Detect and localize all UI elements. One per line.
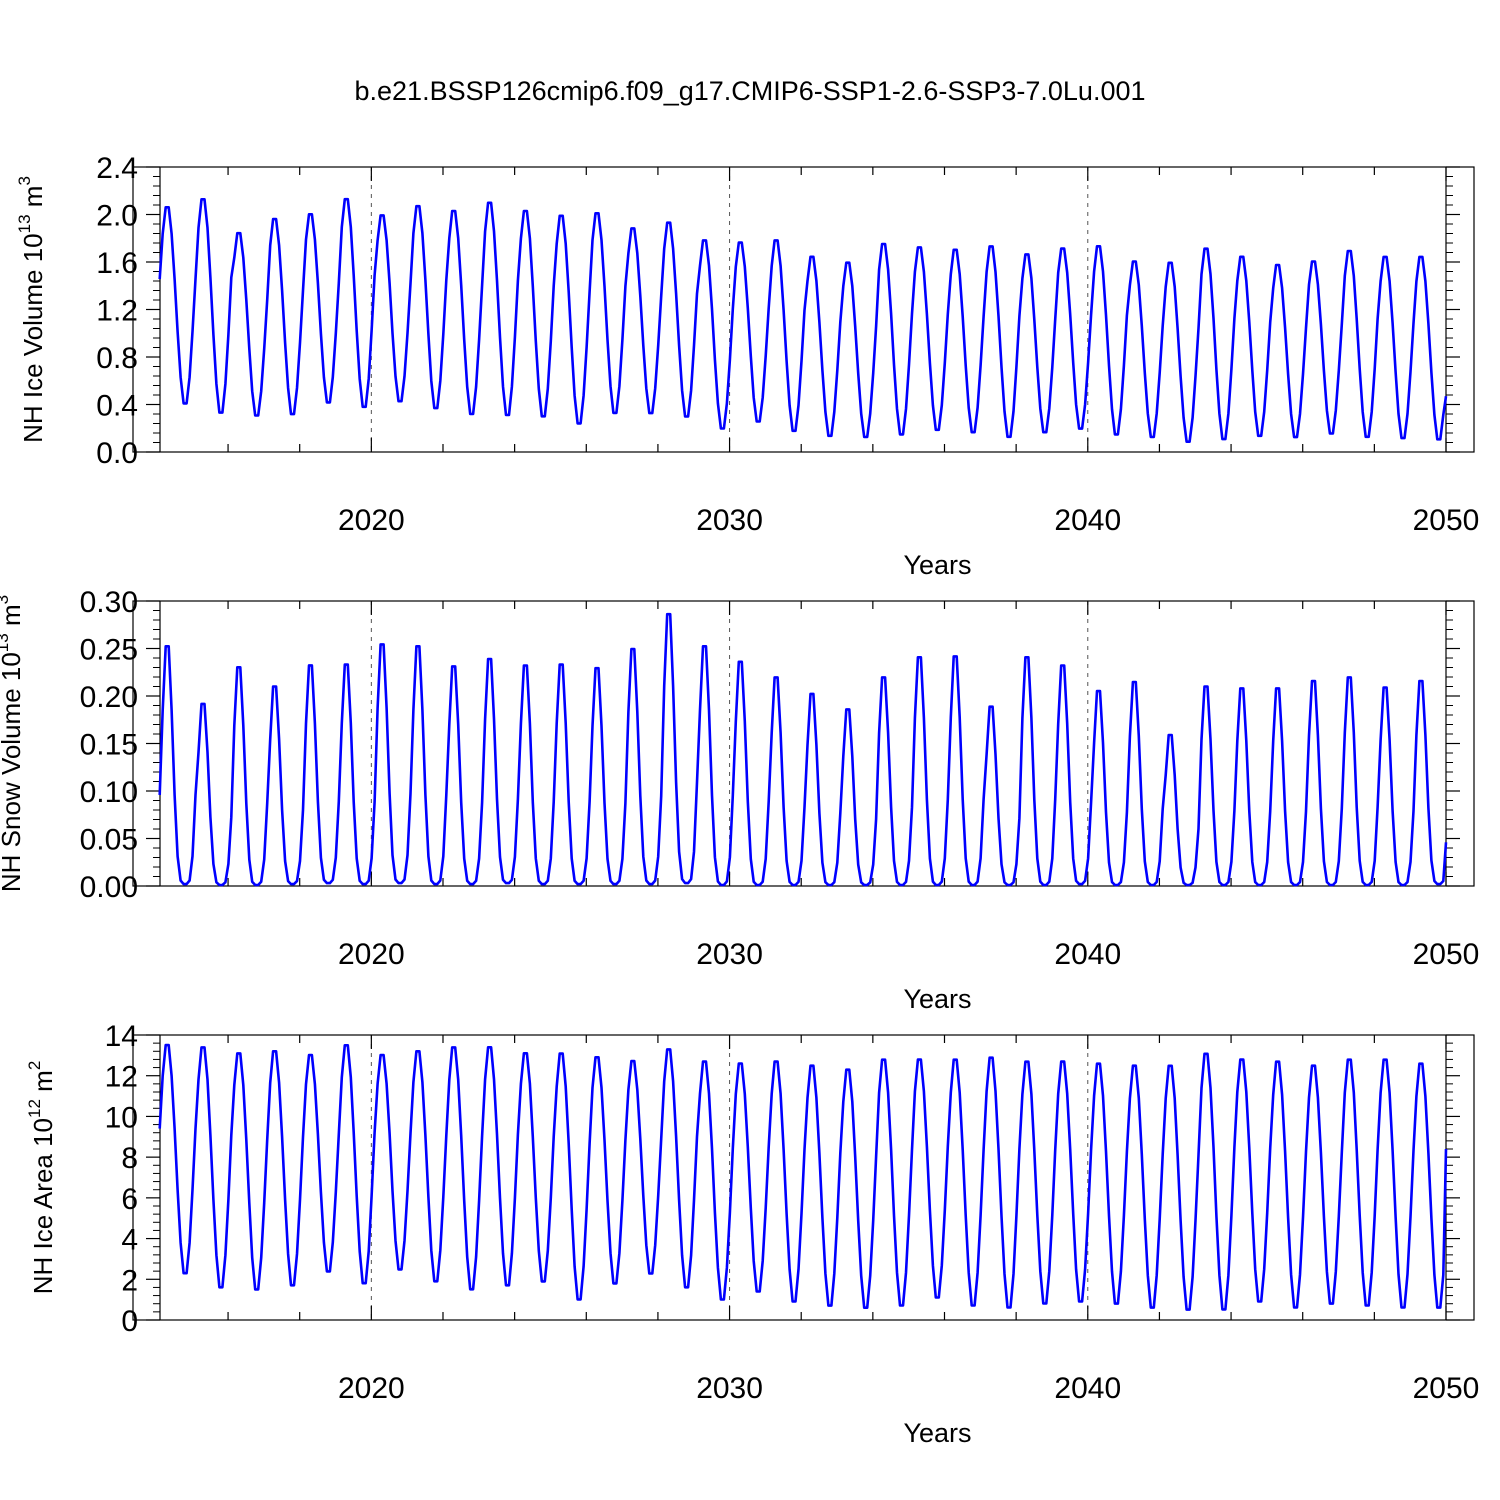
y-tick-label: 6 <box>121 1183 138 1216</box>
x-tick-label: 2020 <box>338 938 405 971</box>
panel-snow-volume: 0.00 0.05 0.10 0.15 0.20 0.25 0.30 2020 2030 2040… <box>0 586 1479 1014</box>
x-tick-label: 2030 <box>696 938 763 971</box>
y-tick-label: 8 <box>121 1142 138 1175</box>
y-tick-label: 4 <box>121 1224 138 1257</box>
y-tick-label: 0.20 <box>80 681 138 714</box>
y-tick-label: 1.6 <box>96 247 138 280</box>
x-axis-label: Years <box>903 984 971 1014</box>
plot-frame <box>132 1034 1475 1321</box>
x-tick-label: 2050 <box>1413 1372 1480 1405</box>
x-tick-label: 2040 <box>1054 1372 1121 1405</box>
y-tick-label: 10 <box>105 1101 138 1134</box>
y-tick-label: 12 <box>105 1061 138 1094</box>
x-tick-label: 2030 <box>696 504 763 537</box>
plot-frame <box>132 166 1475 453</box>
x-tick-label: 2040 <box>1054 938 1121 971</box>
x-tick-label: 2020 <box>338 504 405 537</box>
series-line-snow-volume <box>158 612 1448 887</box>
y-tick-label: 2.4 <box>96 152 138 185</box>
y-tick-label: 0.4 <box>96 390 138 423</box>
y-tick-label: 0.30 <box>80 586 138 619</box>
y-tick-label: 1.2 <box>96 295 138 328</box>
series-line-ice-area <box>158 1043 1448 1311</box>
y-tick-label: 0 <box>121 1305 138 1338</box>
y-tick-label: 0.8 <box>96 342 138 375</box>
y-tick-label: 2.0 <box>96 200 138 233</box>
x-axis-label: Years <box>903 550 971 580</box>
y-tick-label: 0.25 <box>80 634 138 667</box>
y-tick-label: 14 <box>105 1020 138 1053</box>
y-tick-label: 0.0 <box>96 437 138 470</box>
y-tick-label: 0.15 <box>80 729 138 762</box>
series-line-ice-volume <box>158 197 1448 443</box>
panel-ice-area: 0 2 4 6 8 10 12 14 2020 2030 2040 2050 Years NH Ice A… <box>25 1020 1479 1448</box>
y-tick-label: 2 <box>121 1264 138 1297</box>
y-axis-label: NH Snow Volume 1013 m3 <box>0 595 26 892</box>
x-tick-label: 2050 <box>1413 938 1480 971</box>
panel-ice-volume: 0.0 0.4 0.8 1.2 1.6 2.0 2.4 2020 2030 2040 2050 Yea… <box>15 152 1479 580</box>
y-axis-label: NH Ice Volume 1013 m3 <box>15 176 48 443</box>
plot-frame <box>132 600 1475 887</box>
x-tick-label: 2040 <box>1054 504 1121 537</box>
figure-title: b.e21.BSSP126cmip6.f09_g17.CMIP6-SSP1-2.… <box>354 76 1146 106</box>
y-tick-label: 0.10 <box>80 776 138 809</box>
x-tick-label: 2030 <box>696 1372 763 1405</box>
y-axis-label: NH Ice Area 1012 m2 <box>25 1061 58 1295</box>
y-tick-label: 0.05 <box>80 824 138 857</box>
x-tick-label: 2020 <box>338 1372 405 1405</box>
x-tick-label: 2050 <box>1413 504 1480 537</box>
y-tick-label: 0.00 <box>80 871 138 904</box>
x-axis-label: Years <box>903 1418 971 1448</box>
